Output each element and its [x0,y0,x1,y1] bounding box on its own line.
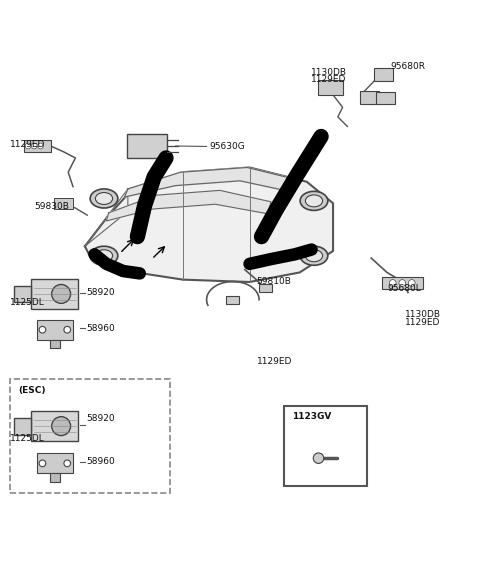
Ellipse shape [96,250,113,262]
Circle shape [408,280,415,287]
Bar [284,406,367,486]
Text: 95680L: 95680L [387,284,421,293]
Circle shape [52,284,71,303]
Text: 58920: 58920 [86,288,115,297]
Circle shape [52,417,71,435]
Ellipse shape [300,191,328,210]
Text: 1129ED: 1129ED [10,140,45,149]
Bar [14,285,31,302]
Text: 95630G: 95630G [209,142,245,151]
Text: 1130DB: 1130DB [405,310,441,319]
Bar [50,473,60,482]
Ellipse shape [305,195,323,207]
Bar [14,418,31,434]
Circle shape [37,143,43,149]
Ellipse shape [90,246,118,265]
Bar [24,140,50,152]
Bar [373,68,393,81]
Text: 58960: 58960 [86,324,115,333]
Bar [31,279,78,309]
Text: 58920: 58920 [86,415,115,424]
Text: 1129ED: 1129ED [311,75,346,84]
Bar [382,277,423,289]
Bar [54,197,73,209]
Circle shape [389,280,396,287]
Circle shape [32,143,37,149]
Text: 1129ED: 1129ED [257,356,292,365]
Text: 1123GV: 1123GV [292,412,332,421]
Bar [50,340,60,349]
Text: 1130DB: 1130DB [311,68,347,77]
Bar [31,411,78,442]
Circle shape [39,327,46,333]
Text: 1129ED: 1129ED [405,318,440,327]
Text: 95680R: 95680R [390,62,425,71]
Circle shape [39,460,46,466]
Polygon shape [85,168,333,282]
Text: 59810B: 59810B [257,276,291,285]
Ellipse shape [300,246,328,265]
Bar [376,92,395,104]
Bar [127,134,167,158]
Text: (ESC): (ESC) [18,386,46,395]
Text: 1125DL: 1125DL [10,298,45,307]
Circle shape [64,460,71,466]
Ellipse shape [96,192,113,205]
Polygon shape [124,168,300,197]
Text: 1125DL: 1125DL [10,434,45,443]
Bar [318,80,343,95]
Bar [259,284,273,293]
Ellipse shape [90,189,118,208]
Bar [10,380,170,493]
Ellipse shape [305,250,323,262]
Bar [37,453,73,473]
Text: 58960: 58960 [86,457,115,466]
Bar [226,296,239,305]
Circle shape [399,280,406,287]
Circle shape [313,453,324,464]
Circle shape [25,143,31,149]
Bar [360,91,379,104]
Bar [37,320,73,340]
Circle shape [64,327,71,333]
Polygon shape [107,191,271,221]
Text: 59830B: 59830B [34,202,69,211]
